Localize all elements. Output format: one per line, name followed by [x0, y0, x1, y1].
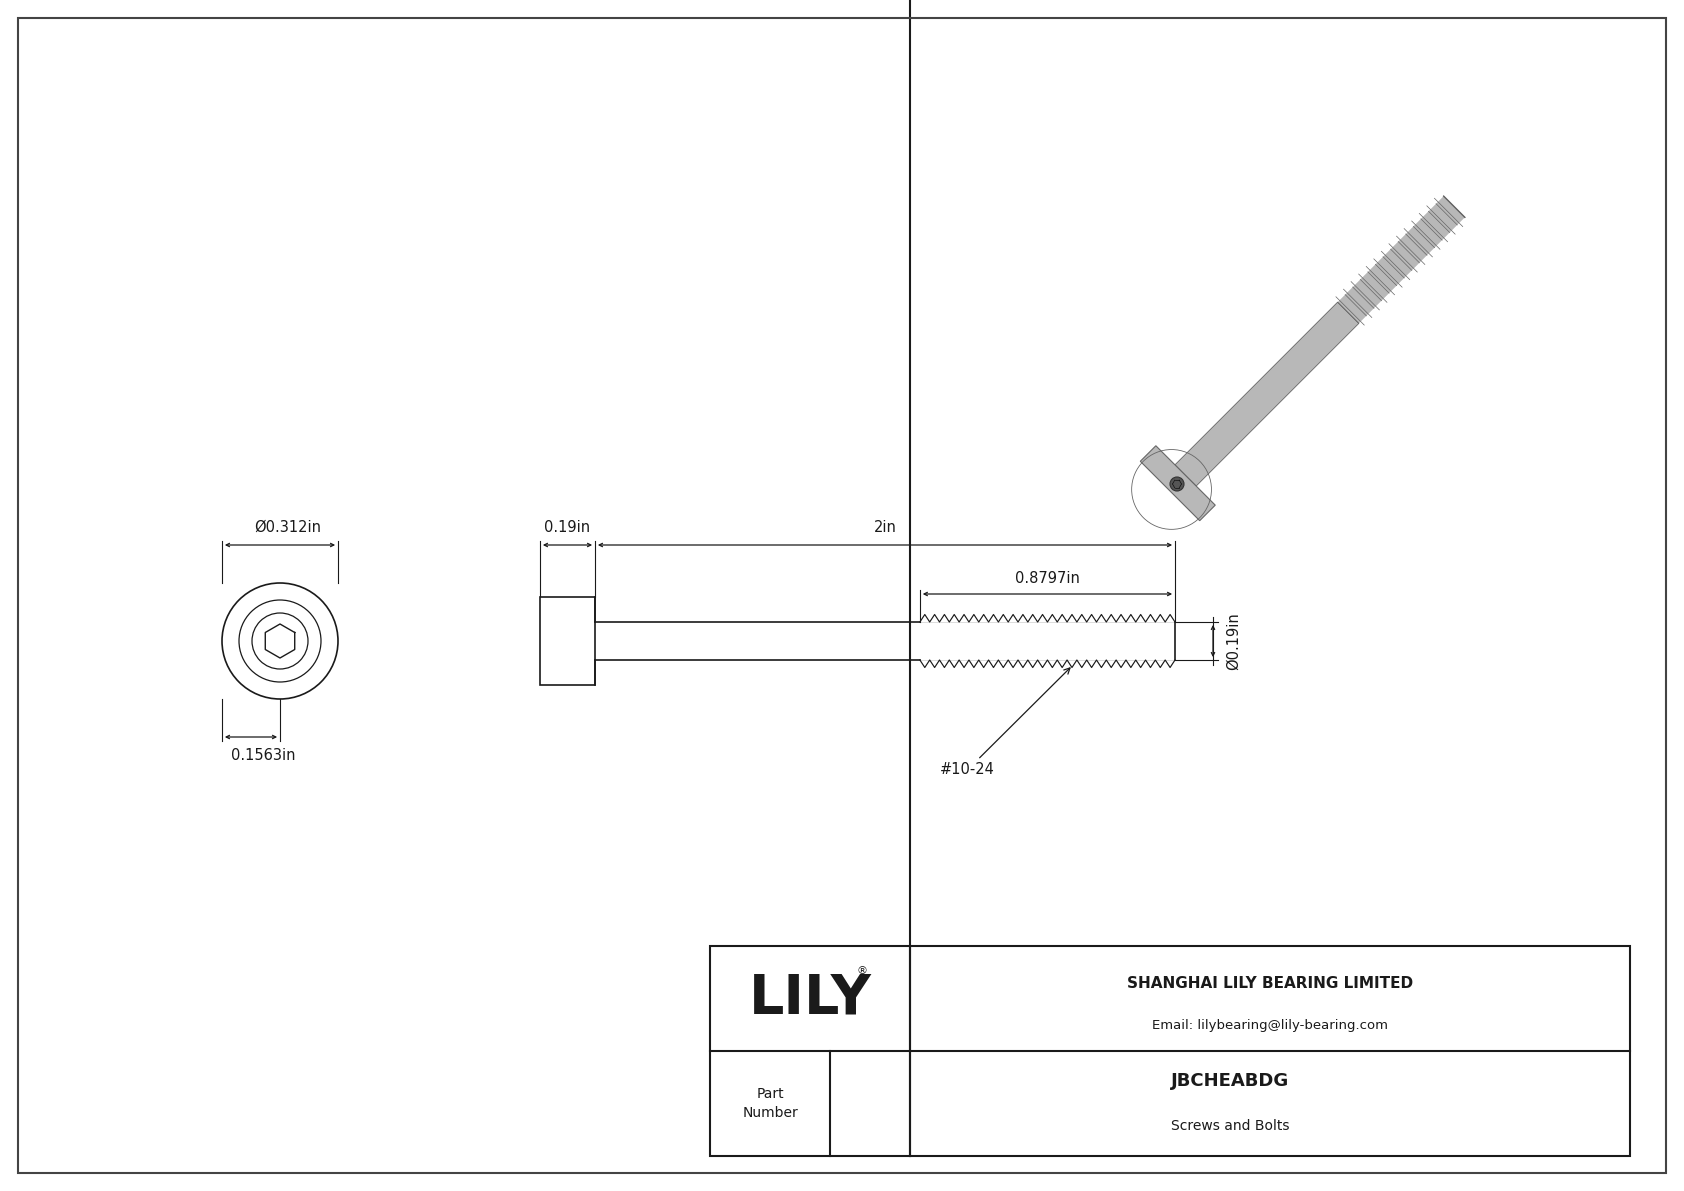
Circle shape [253, 613, 308, 669]
Circle shape [239, 600, 322, 682]
Text: LILY: LILY [749, 972, 871, 1025]
Polygon shape [1175, 303, 1359, 486]
Text: JBCHEABDG: JBCHEABDG [1170, 1073, 1290, 1091]
Circle shape [222, 584, 338, 699]
Text: 0.1563in: 0.1563in [231, 748, 295, 763]
Bar [541, 597, 594, 685]
Text: Ø0.312in: Ø0.312in [254, 520, 322, 535]
Text: 0.8797in: 0.8797in [1015, 570, 1079, 586]
Text: Email: lilybearing@lily-bearing.com: Email: lilybearing@lily-bearing.com [1152, 1019, 1388, 1033]
Text: #10-24: #10-24 [940, 668, 1069, 778]
Polygon shape [1140, 445, 1216, 520]
Text: 2in: 2in [874, 520, 896, 535]
Text: 0.19in: 0.19in [544, 520, 591, 535]
Text: Part
Number: Part Number [743, 1086, 798, 1121]
Text: SHANGHAI LILY BEARING LIMITED: SHANGHAI LILY BEARING LIMITED [1127, 977, 1413, 991]
Text: Ø0.19in: Ø0.19in [1226, 612, 1241, 669]
Polygon shape [1337, 197, 1465, 324]
Circle shape [1170, 478, 1184, 491]
Text: ®: ® [857, 967, 867, 977]
Bar [711, 946, 1630, 1156]
Text: Screws and Bolts: Screws and Bolts [1170, 1118, 1290, 1133]
